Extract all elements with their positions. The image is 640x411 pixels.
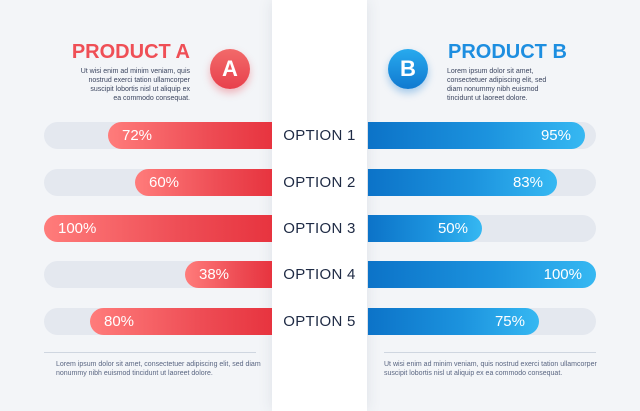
- product-b-title: PRODUCT B: [448, 41, 567, 63]
- bar-label-product-a-option-1: 72%: [122, 127, 153, 144]
- product-b-description-text: Lorem ipsum dolor sit amet, consectetuer…: [447, 68, 547, 102]
- product-b-description: Lorem ipsum dolor sit amet, consectetuer…: [447, 67, 597, 103]
- bar-label-product-a-option-5: 80%: [104, 313, 135, 330]
- bar-label-product-a-option-2: 60%: [149, 174, 180, 191]
- option-label-2: OPTION 2: [283, 174, 356, 191]
- bar-label-product-b-option-4: 100%: [543, 266, 582, 283]
- option-label-4: OPTION 4: [283, 266, 356, 283]
- bar-product-a-option-1: 72%: [108, 122, 272, 149]
- option-label-5: OPTION 5: [283, 313, 356, 330]
- product-a-description: Ut wisi enim ad minim veniam, quis nostr…: [40, 67, 190, 103]
- bar-label-product-b-option-5: 75%: [494, 313, 525, 330]
- bar-label-product-b-option-3: 50%: [437, 220, 468, 237]
- product-a-divider: [44, 352, 256, 353]
- product-b-badge: B: [388, 49, 428, 89]
- option-label-1: OPTION 1: [283, 127, 356, 144]
- bar-product-a-option-5: 80%: [90, 308, 272, 335]
- option-label-3: OPTION 3: [283, 220, 356, 237]
- bar-product-b-option-1: 95%: [368, 122, 585, 149]
- bar-label-product-b-option-2: 83%: [512, 174, 543, 191]
- bar-label-product-a-option-3: 100%: [58, 220, 97, 237]
- bar-product-a-option-3: 100%: [44, 215, 272, 242]
- bar-label-product-b-option-1: 95%: [540, 127, 571, 144]
- bar-product-b-option-3: 50%: [368, 215, 482, 242]
- bar-product-b-option-5: 75%: [368, 308, 539, 335]
- bar-product-b-option-2: 83%: [368, 169, 557, 196]
- bar-product-b-option-4: 100%: [368, 261, 596, 288]
- bar-product-a-option-4: 38%: [185, 261, 272, 288]
- product-a-badge: A: [210, 49, 250, 89]
- bar-label-product-a-option-4: 38%: [199, 266, 230, 283]
- product-b-divider: [384, 352, 596, 353]
- product-b-footer-text: Ut wisi enim ad minim veniam, quis nostr…: [384, 361, 597, 377]
- product-a-title: PRODUCT A: [71, 41, 190, 63]
- bar-product-a-option-2: 60%: [135, 169, 272, 196]
- product-a-description-text: Ut wisi enim ad minim veniam, quis nostr…: [80, 68, 190, 102]
- product-a-footer-text: Lorem ipsum dolor sit amet, consectetuer…: [56, 361, 261, 377]
- options-center-panel: [272, 0, 367, 411]
